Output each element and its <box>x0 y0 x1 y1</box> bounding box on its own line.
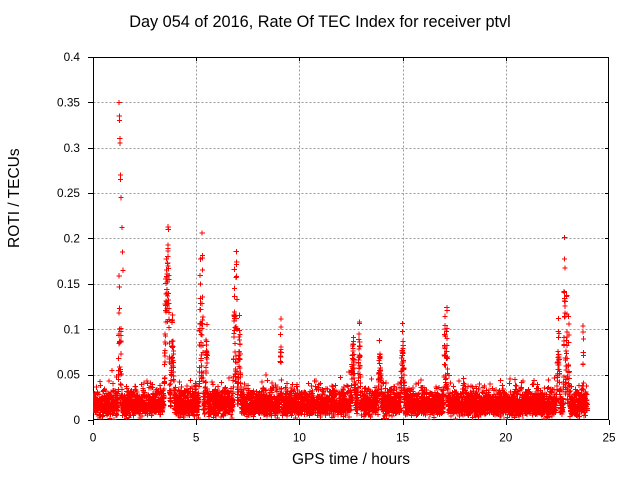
svg-text:0.15: 0.15 <box>57 277 80 291</box>
svg-text:10: 10 <box>293 431 307 445</box>
svg-text:0.3: 0.3 <box>64 141 81 155</box>
svg-text:0.2: 0.2 <box>64 232 80 246</box>
svg-text:0.25: 0.25 <box>57 186 80 200</box>
svg-text:0.35: 0.35 <box>57 95 80 109</box>
svg-text:0: 0 <box>90 431 97 445</box>
svg-text:25: 25 <box>602 431 616 445</box>
svg-text:0.4: 0.4 <box>64 50 81 64</box>
svg-text:0: 0 <box>73 413 80 427</box>
svg-text:5: 5 <box>193 431 200 445</box>
svg-text:15: 15 <box>396 431 410 445</box>
svg-text:20: 20 <box>499 431 513 445</box>
svg-text:0.1: 0.1 <box>64 322 80 336</box>
svg-text:0.05: 0.05 <box>57 368 80 382</box>
